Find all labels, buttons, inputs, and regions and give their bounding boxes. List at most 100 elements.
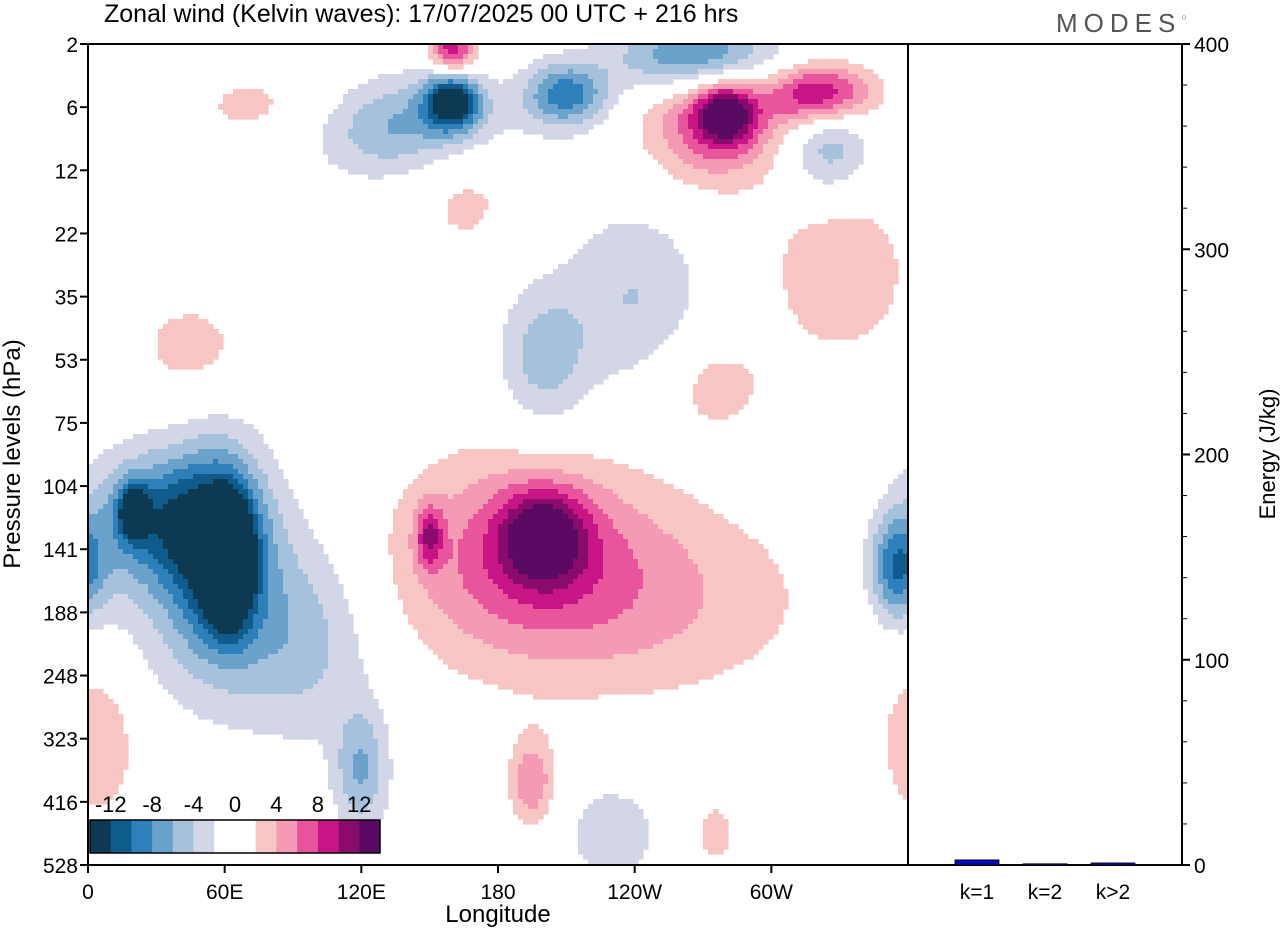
wind-contour-cell <box>763 109 799 115</box>
wind-contour-cell <box>573 369 619 375</box>
wind-contour-cell <box>498 534 509 540</box>
wind-contour-cell <box>558 114 569 120</box>
wind-contour-cell <box>573 484 604 490</box>
wind-contour-cell <box>573 314 684 320</box>
wind-contour-cell <box>353 114 394 120</box>
wind-contour-cell <box>863 544 874 550</box>
wind-contour-cell <box>763 129 774 135</box>
wind-contour-cell <box>878 554 884 560</box>
wind-contour-cell <box>523 819 539 825</box>
wind-contour-cell <box>213 459 219 465</box>
wind-contour-cell <box>373 729 389 735</box>
wind-contour-cell <box>573 564 589 570</box>
wind-contour-cell <box>783 264 899 270</box>
wind-contour-cell <box>543 54 624 60</box>
wind-contour-cell <box>143 489 189 495</box>
wind-contour-cell <box>418 549 424 555</box>
wind-contour-cell <box>518 784 544 790</box>
wind-contour-cell <box>603 104 614 110</box>
wind-contour-cell <box>888 489 908 495</box>
wind-contour-cell <box>438 459 614 465</box>
wind-contour-cell <box>403 599 434 605</box>
wind-contour-cell <box>408 99 424 105</box>
wind-contour-cell <box>263 539 269 545</box>
wind-contour-cell <box>898 474 908 480</box>
wind-contour-cell <box>368 174 384 180</box>
wind-contour-cell <box>418 89 429 95</box>
wind-contour-cell <box>168 319 209 325</box>
wind-contour-cell <box>443 59 464 65</box>
wind-contour-cell <box>753 104 759 110</box>
wind-contour-cell <box>418 544 424 550</box>
wind-contour-cell <box>558 79 574 85</box>
wind-contour-cell <box>338 814 384 820</box>
wind-contour-cell <box>198 484 234 490</box>
energy-tick-label: 0 <box>1194 855 1206 878</box>
wind-contour-cell <box>593 99 604 105</box>
wind-contour-cell <box>198 654 269 660</box>
wind-contour-cell <box>203 679 319 685</box>
wind-contour-cell <box>238 629 249 635</box>
wind-contour-cell <box>528 804 539 810</box>
wind-contour-cell <box>468 114 474 120</box>
wind-contour-cell <box>753 89 774 95</box>
colorbar-tick-label: -8 <box>142 792 162 817</box>
wind-contour-cell <box>118 509 249 515</box>
wind-contour-cell <box>688 114 699 120</box>
wind-contour-cell <box>508 509 524 515</box>
wind-contour-cell <box>693 389 754 395</box>
wind-contour-cell <box>323 674 369 680</box>
wind-contour-cell <box>283 569 304 575</box>
wind-contour-cell <box>648 514 724 520</box>
wind-contour-cell <box>423 539 439 545</box>
wind-contour-cell <box>883 569 894 575</box>
wind-contour-cell <box>88 729 124 735</box>
wind-contour-cell <box>113 534 124 540</box>
wind-contour-cell <box>483 544 499 550</box>
wind-contour-cell <box>343 734 374 740</box>
wind-contour-cell <box>88 619 154 625</box>
wind-contour-cell <box>883 534 894 540</box>
wind-contour-cell <box>208 659 259 665</box>
wind-contour-cell <box>433 524 439 530</box>
wind-contour-cell <box>328 159 434 165</box>
wind-contour-cell <box>358 749 364 755</box>
wind-contour-cell <box>743 164 774 170</box>
wind-contour-cell <box>643 69 699 75</box>
wind-contour-cell <box>153 499 169 505</box>
wind-contour-cell <box>873 509 889 515</box>
wind-contour-cell <box>433 89 439 95</box>
wind-contour-cell <box>218 649 244 655</box>
wind-contour-cell <box>268 609 289 615</box>
wind-contour-cell <box>643 139 669 145</box>
modes-logo: MODES○ <box>1056 8 1187 38</box>
wind-contour-cell <box>468 589 504 595</box>
wind-contour-cell <box>688 104 694 110</box>
wind-contour-cell <box>568 259 684 265</box>
wind-contour-cell <box>653 49 729 55</box>
wind-contour-cell <box>483 124 594 130</box>
wind-contour-cell <box>643 114 664 120</box>
wind-contour-cell <box>508 574 529 580</box>
wind-contour-cell <box>358 84 409 90</box>
wind-contour-cell <box>508 514 519 520</box>
wind-contour-cell <box>518 294 624 300</box>
wind-contour-cell <box>258 564 264 570</box>
wind-contour-cell <box>448 64 464 70</box>
wind-contour-cell <box>543 119 584 125</box>
wind-contour-cell <box>698 569 779 575</box>
wind-contour-cell <box>258 599 269 605</box>
wind-contour-cell <box>133 634 164 640</box>
wind-contour-cell <box>678 114 689 120</box>
wind-contour-cell <box>638 594 704 600</box>
wind-contour-cell <box>513 749 554 755</box>
wind-contour-cell <box>508 544 579 550</box>
wind-contour-cell <box>263 544 269 550</box>
wind-contour-cell <box>328 619 354 625</box>
wind-contour-cell <box>883 549 899 555</box>
wind-contour-cell <box>168 644 189 650</box>
wind-contour-cell <box>163 474 194 480</box>
wind-contour-cell <box>808 139 864 145</box>
wind-contour-cell <box>328 624 354 630</box>
wind-contour-cell <box>428 559 434 565</box>
